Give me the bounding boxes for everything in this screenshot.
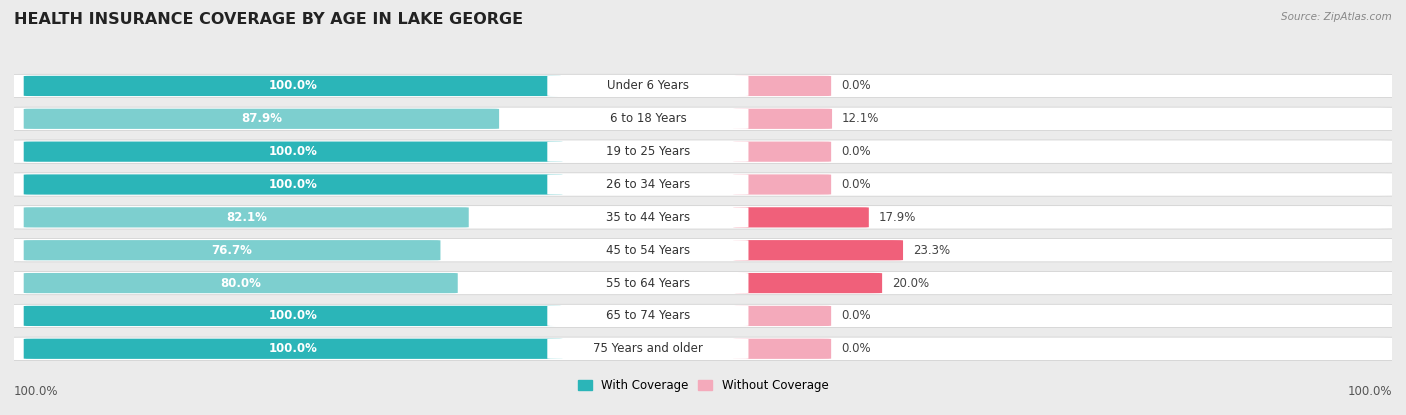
Text: 0.0%: 0.0% [841, 342, 870, 355]
FancyBboxPatch shape [734, 109, 832, 129]
Text: Source: ZipAtlas.com: Source: ZipAtlas.com [1281, 12, 1392, 22]
FancyBboxPatch shape [7, 239, 1399, 262]
FancyBboxPatch shape [547, 207, 748, 227]
Text: 0.0%: 0.0% [841, 79, 870, 93]
FancyBboxPatch shape [547, 240, 748, 260]
FancyBboxPatch shape [24, 240, 440, 260]
Text: 87.9%: 87.9% [240, 112, 283, 125]
Legend: With Coverage, Without Coverage: With Coverage, Without Coverage [572, 375, 834, 397]
FancyBboxPatch shape [734, 76, 831, 96]
FancyBboxPatch shape [734, 142, 831, 162]
Text: 23.3%: 23.3% [912, 244, 950, 257]
Text: 100.0%: 100.0% [14, 386, 59, 398]
FancyBboxPatch shape [7, 337, 1399, 361]
FancyBboxPatch shape [24, 76, 562, 96]
FancyBboxPatch shape [734, 273, 882, 293]
Text: 100.0%: 100.0% [269, 145, 318, 158]
Text: 100.0%: 100.0% [269, 79, 318, 93]
FancyBboxPatch shape [547, 306, 748, 326]
FancyBboxPatch shape [7, 74, 1399, 98]
Text: 20.0%: 20.0% [891, 276, 929, 290]
FancyBboxPatch shape [7, 271, 1399, 295]
FancyBboxPatch shape [547, 174, 748, 195]
FancyBboxPatch shape [7, 206, 1399, 229]
FancyBboxPatch shape [7, 107, 1399, 130]
FancyBboxPatch shape [24, 339, 562, 359]
FancyBboxPatch shape [24, 273, 458, 293]
FancyBboxPatch shape [24, 109, 499, 129]
FancyBboxPatch shape [547, 273, 748, 293]
FancyBboxPatch shape [24, 207, 468, 227]
Text: 65 to 74 Years: 65 to 74 Years [606, 310, 690, 322]
FancyBboxPatch shape [734, 306, 831, 326]
Text: 12.1%: 12.1% [842, 112, 879, 125]
FancyBboxPatch shape [734, 207, 869, 227]
Text: 0.0%: 0.0% [841, 310, 870, 322]
Text: 75 Years and older: 75 Years and older [593, 342, 703, 355]
Text: 26 to 34 Years: 26 to 34 Years [606, 178, 690, 191]
FancyBboxPatch shape [547, 109, 748, 129]
FancyBboxPatch shape [734, 174, 831, 195]
Text: 55 to 64 Years: 55 to 64 Years [606, 276, 690, 290]
Text: 6 to 18 Years: 6 to 18 Years [610, 112, 686, 125]
Text: 0.0%: 0.0% [841, 178, 870, 191]
Text: HEALTH INSURANCE COVERAGE BY AGE IN LAKE GEORGE: HEALTH INSURANCE COVERAGE BY AGE IN LAKE… [14, 12, 523, 27]
Text: 0.0%: 0.0% [841, 145, 870, 158]
FancyBboxPatch shape [24, 142, 562, 162]
Text: 100.0%: 100.0% [269, 178, 318, 191]
Text: 17.9%: 17.9% [879, 211, 915, 224]
FancyBboxPatch shape [7, 304, 1399, 327]
FancyBboxPatch shape [734, 339, 831, 359]
Text: 35 to 44 Years: 35 to 44 Years [606, 211, 690, 224]
FancyBboxPatch shape [7, 140, 1399, 164]
FancyBboxPatch shape [24, 306, 562, 326]
Text: 82.1%: 82.1% [226, 211, 267, 224]
Text: 100.0%: 100.0% [269, 310, 318, 322]
Text: Under 6 Years: Under 6 Years [607, 79, 689, 93]
FancyBboxPatch shape [734, 240, 903, 260]
FancyBboxPatch shape [24, 174, 562, 195]
FancyBboxPatch shape [547, 76, 748, 96]
FancyBboxPatch shape [547, 339, 748, 359]
Text: 100.0%: 100.0% [1347, 386, 1392, 398]
FancyBboxPatch shape [547, 142, 748, 162]
FancyBboxPatch shape [7, 173, 1399, 196]
Text: 76.7%: 76.7% [212, 244, 253, 257]
Text: 45 to 54 Years: 45 to 54 Years [606, 244, 690, 257]
Text: 80.0%: 80.0% [221, 276, 262, 290]
Text: 100.0%: 100.0% [269, 342, 318, 355]
Text: 19 to 25 Years: 19 to 25 Years [606, 145, 690, 158]
